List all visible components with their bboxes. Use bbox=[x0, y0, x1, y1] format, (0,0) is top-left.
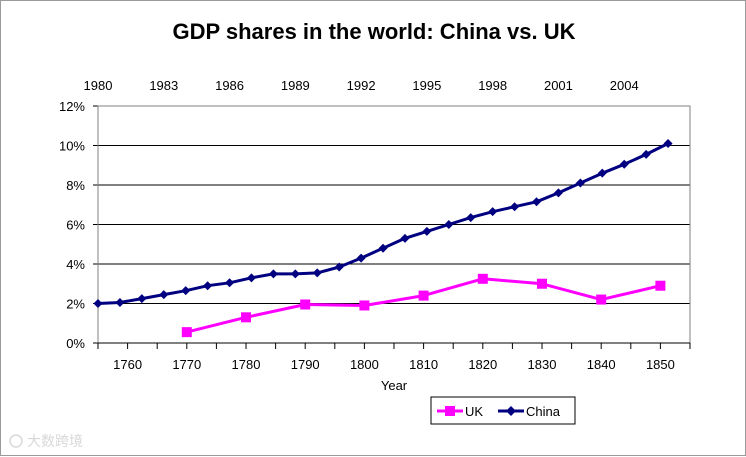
data-point-china bbox=[268, 269, 278, 279]
watermark-logo-icon bbox=[9, 434, 23, 448]
data-point-china bbox=[356, 253, 366, 263]
data-point-china bbox=[312, 268, 322, 278]
data-point-uk bbox=[359, 300, 370, 311]
data-point-china bbox=[553, 188, 563, 198]
chart-title: GDP shares in the world: China vs. UK bbox=[172, 19, 575, 44]
data-point-uk bbox=[655, 280, 666, 291]
data-point-uk bbox=[596, 294, 607, 305]
x-tick-label: 1850 bbox=[646, 357, 675, 372]
legend-label-uk: UK bbox=[465, 404, 483, 419]
legend-label-china: China bbox=[526, 404, 561, 419]
data-point-china bbox=[400, 233, 410, 243]
top-axis-tick-label: 1980 bbox=[84, 78, 113, 93]
data-point-china bbox=[203, 281, 213, 291]
x-tick-label: 1800 bbox=[350, 357, 379, 372]
x-tick-label: 1820 bbox=[468, 357, 497, 372]
data-point-uk bbox=[300, 299, 311, 310]
data-point-uk bbox=[241, 312, 251, 323]
watermark: 大数跨境 bbox=[9, 433, 83, 449]
top-axis-tick-label: 1989 bbox=[281, 78, 310, 93]
series bbox=[93, 139, 673, 338]
y-tick-label: 0% bbox=[66, 336, 85, 351]
data-point-china bbox=[378, 243, 388, 253]
x-tick-label: 1830 bbox=[528, 357, 557, 372]
top-axis-tick-label: 1998 bbox=[478, 78, 507, 93]
data-point-china bbox=[619, 159, 629, 169]
data-point-uk bbox=[181, 327, 192, 338]
x-tick-label: 1840 bbox=[587, 357, 616, 372]
y-tick-label: 4% bbox=[66, 257, 85, 272]
y-tick-label: 8% bbox=[66, 178, 85, 193]
data-point-china bbox=[246, 273, 256, 283]
data-point-china bbox=[641, 149, 651, 159]
data-point-china bbox=[137, 294, 147, 304]
data-point-uk bbox=[477, 273, 488, 284]
data-point-china bbox=[181, 286, 191, 296]
data-point-china bbox=[225, 278, 235, 288]
y-tick-label: 10% bbox=[59, 139, 85, 154]
data-point-china bbox=[444, 220, 454, 229]
x-tick-label: 1780 bbox=[232, 357, 261, 372]
top-axis-tick-label: 1983 bbox=[149, 78, 178, 93]
data-point-china bbox=[115, 298, 125, 308]
top-axis-tick-label: 1986 bbox=[215, 78, 244, 93]
data-point-uk bbox=[537, 278, 547, 289]
top-axis-tick-label: 1995 bbox=[412, 78, 441, 93]
x-tick-label: 1770 bbox=[172, 357, 201, 372]
data-point-china bbox=[663, 139, 673, 149]
legend-marker-china bbox=[506, 406, 516, 416]
data-point-china bbox=[488, 207, 498, 217]
data-point-uk bbox=[418, 290, 429, 301]
data-point-china bbox=[93, 299, 103, 308]
data-point-china bbox=[466, 213, 476, 223]
y-tick-label: 6% bbox=[66, 218, 85, 233]
y-tick-label: 12% bbox=[59, 99, 85, 114]
data-point-china bbox=[510, 202, 520, 212]
top-axis-tick-label: 1992 bbox=[347, 78, 376, 93]
y-tick-label: 2% bbox=[66, 297, 85, 312]
data-point-china bbox=[159, 290, 169, 300]
watermark-text: 大数跨境 bbox=[27, 433, 83, 449]
legend-marker-uk bbox=[445, 406, 455, 416]
x-axis-label: Year bbox=[381, 378, 408, 393]
data-point-china bbox=[532, 197, 542, 207]
x-tick-label: 1790 bbox=[291, 357, 320, 372]
top-axis-tick-label: 2004 bbox=[610, 78, 639, 93]
data-point-china bbox=[290, 269, 300, 279]
axes: 0% 2% 4% 6% 8% 10% 12% 1760 1770 1780 1790 1800 1810… bbox=[59, 78, 691, 372]
data-point-china bbox=[334, 262, 344, 272]
legend: UK China bbox=[430, 396, 576, 425]
data-point-china bbox=[422, 226, 432, 236]
data-point-china bbox=[597, 168, 607, 178]
x-tick-label: 1810 bbox=[409, 357, 438, 372]
data-point-china bbox=[575, 178, 585, 188]
x-tick-label: 1760 bbox=[113, 357, 142, 372]
top-axis-tick-label: 2001 bbox=[544, 78, 573, 93]
